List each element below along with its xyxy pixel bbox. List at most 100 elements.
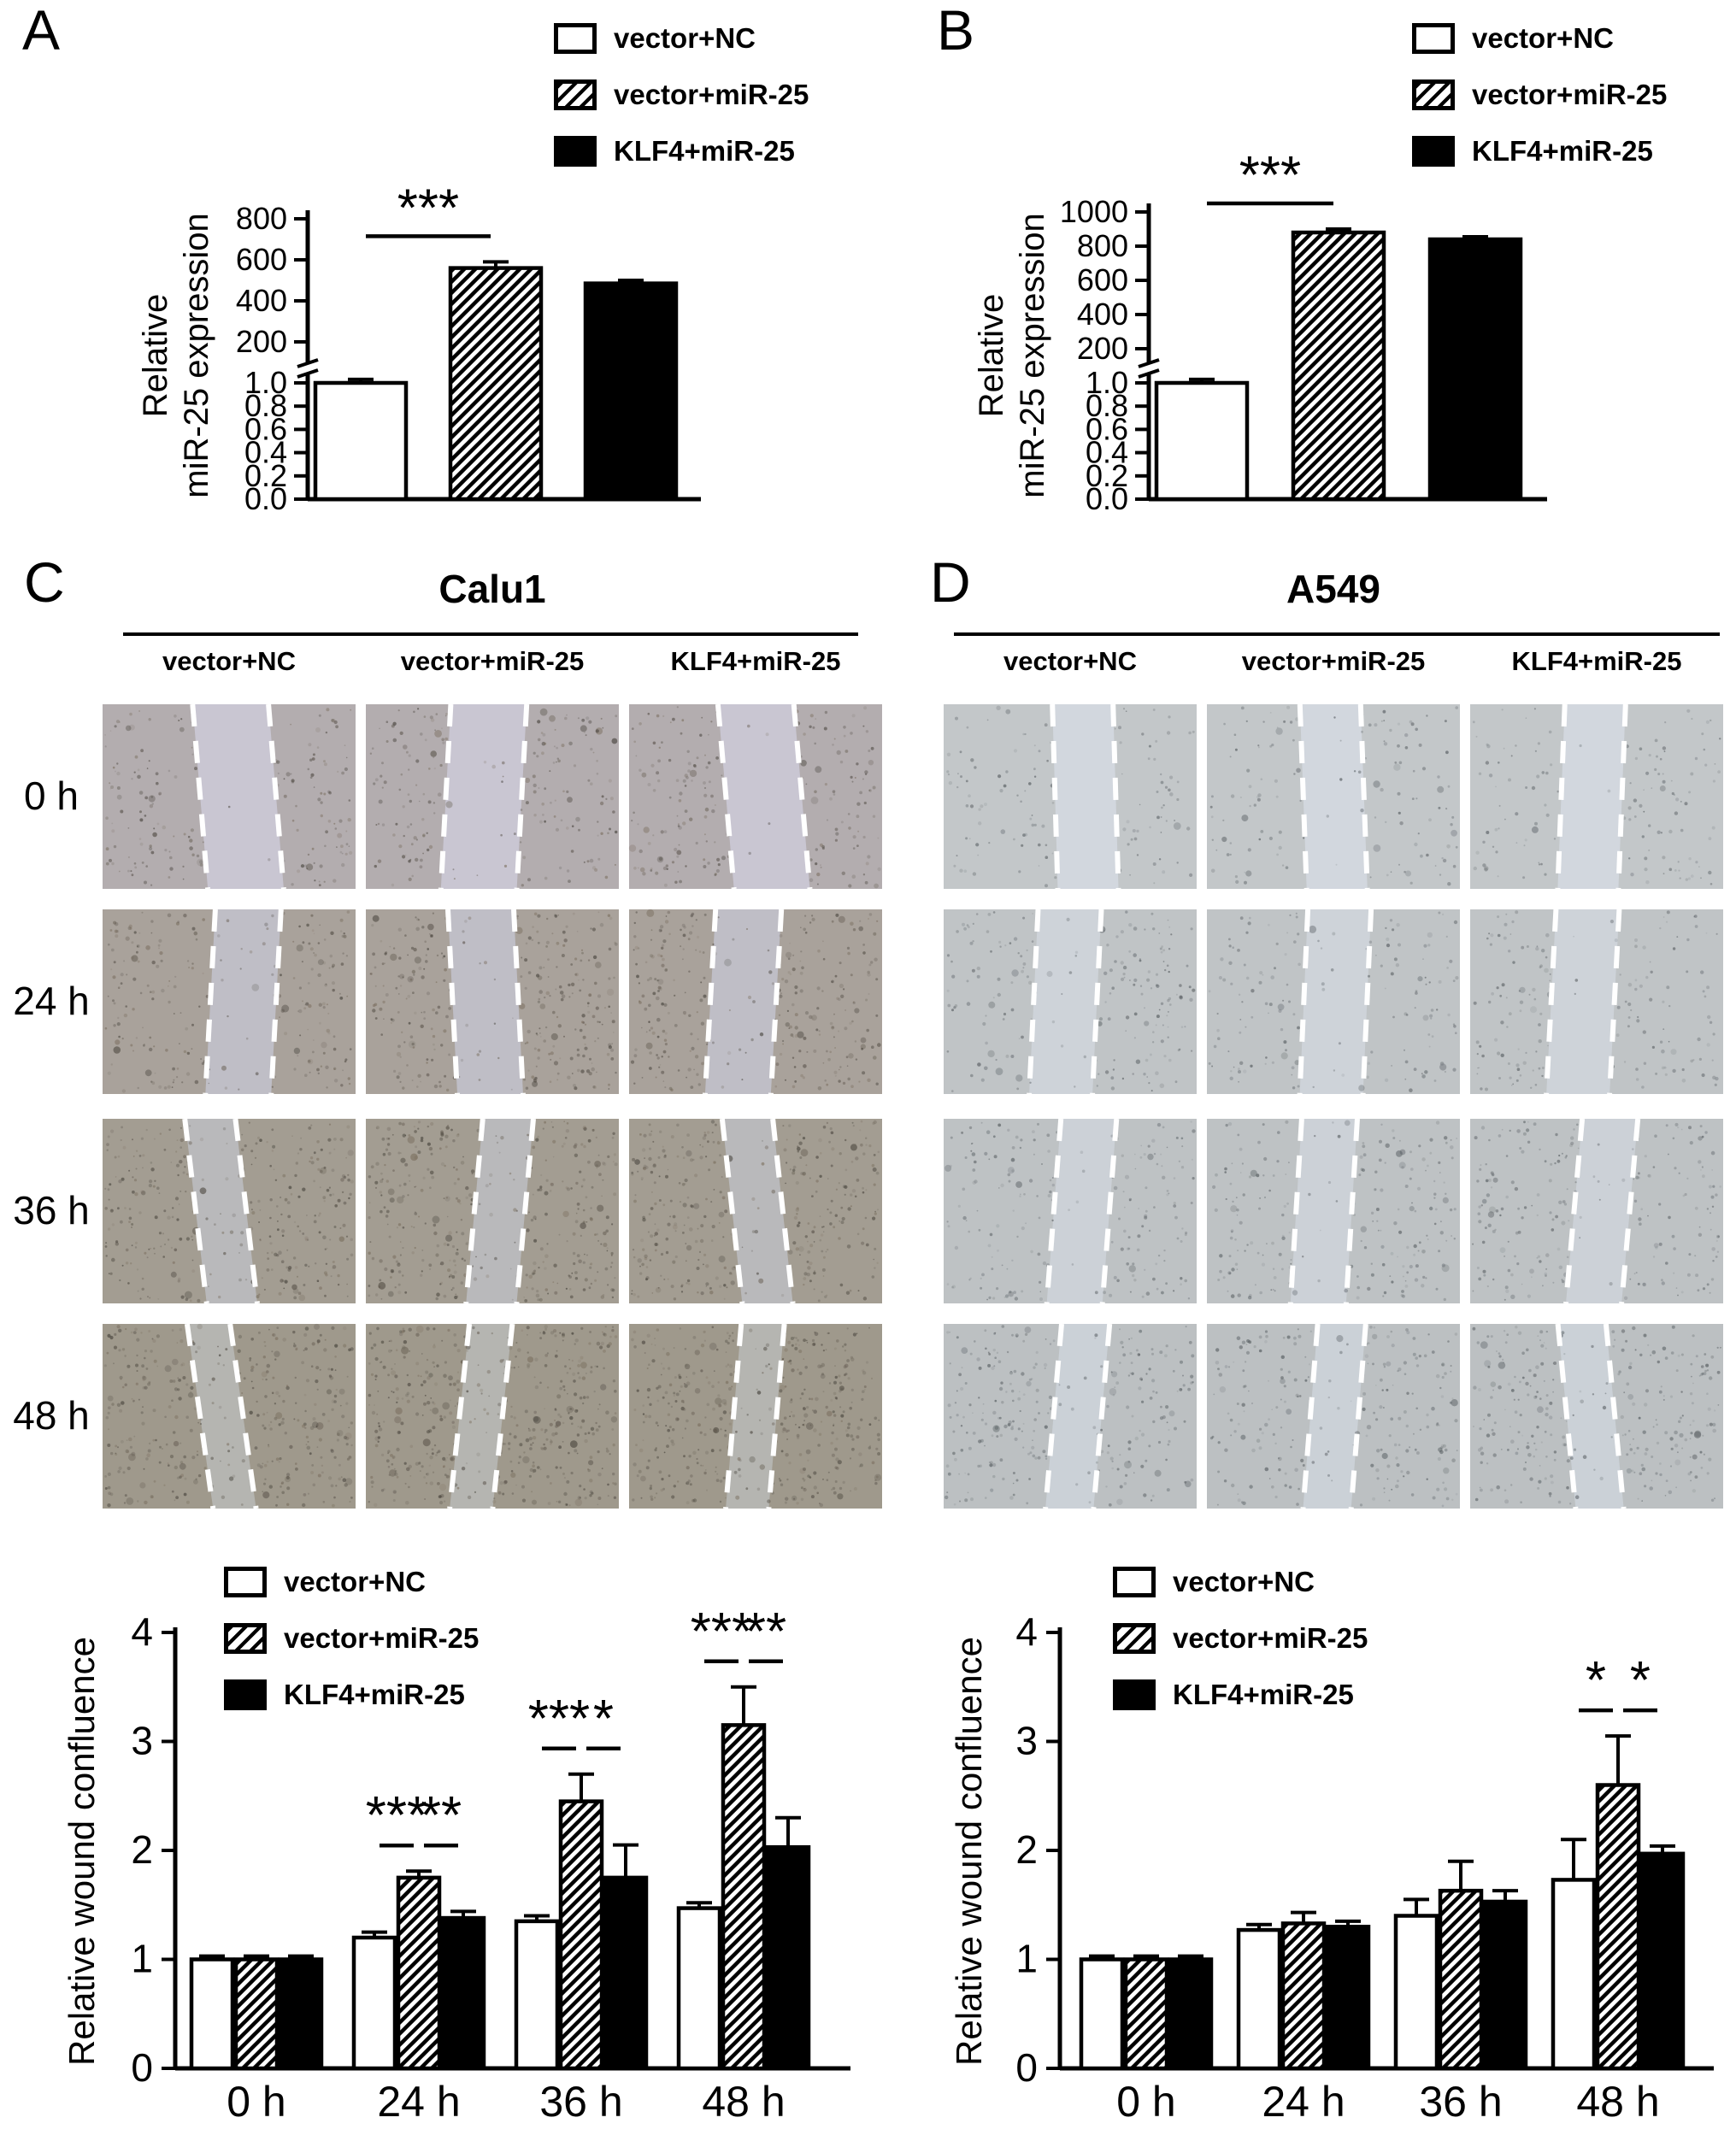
scratch-edge-dashed-line <box>1607 909 1622 1095</box>
y-tick-label: 0.0 <box>244 481 287 516</box>
chart-a-bar-0 <box>313 380 409 502</box>
wound-d-image-row3-col2 <box>1470 1323 1723 1509</box>
x-tick-label: 0 h <box>1116 2078 1176 2126</box>
scratch-edge-dashed-line <box>266 703 286 890</box>
scratch-edge-dashed-line <box>1287 1118 1304 1304</box>
y-tick-label: 800 <box>236 201 287 236</box>
chart-c-y-axis-label: Relative wound confluence <box>62 1637 102 2066</box>
scratch-edge-dashed-line <box>1099 1118 1120 1304</box>
wound-c-title: Calu1 <box>438 567 546 611</box>
scratch-edge-dashed-line <box>514 703 530 890</box>
legend-chart-c: vector+NC vector+miR-25 KLF4+miR-25 <box>224 1566 479 1711</box>
legend-item-white: vector+NC <box>224 1566 479 1598</box>
legend-item-black: KLF4+miR-25 <box>224 1679 479 1711</box>
white-swatch-icon <box>1412 23 1455 54</box>
y-tick-label: 4 <box>1015 1609 1038 1654</box>
panel-label-a: A <box>22 0 61 62</box>
axis-break-mark <box>1138 358 1160 368</box>
y-tick-label: 800 <box>1077 228 1128 263</box>
scratch-edge-dashed-line <box>1619 1118 1641 1304</box>
chart-c_wound-bar-g1-s0 <box>351 1935 397 2071</box>
scratch-edge-dashed-line <box>447 1323 473 1509</box>
scratch-edge-dashed-line <box>1297 703 1309 890</box>
chart-b-y-axis-label: Relative miR-25 expression <box>971 99 1053 612</box>
wound-c-image-row2-col1 <box>366 1118 619 1304</box>
scratch-edge-dashed-line <box>1555 703 1568 890</box>
y-tick-label: 2 <box>1015 1827 1038 1872</box>
chart-a-bar-2 <box>583 281 679 502</box>
legend-item-black: KLF4+miR-25 <box>554 135 809 168</box>
black-swatch-icon <box>1412 136 1455 167</box>
black-swatch-icon <box>554 136 597 167</box>
wound-c-image-row1-col0 <box>103 909 356 1095</box>
chart-d-y-axis-label: Relative wound confluence <box>949 1637 989 2066</box>
panel-label-d: D <box>930 550 971 614</box>
scratch-edge-dashed-line <box>1090 909 1104 1095</box>
wound-c-image-row3-col1 <box>366 1323 619 1509</box>
axis-break-mark <box>297 368 319 379</box>
y-tick-label: 1 <box>131 1937 153 1981</box>
panel-label-c: C <box>24 550 65 614</box>
legend-item-label: KLF4+miR-25 <box>1173 1679 1354 1710</box>
legend-item-label: vector+miR-25 <box>1472 79 1668 110</box>
axis-break-mark <box>1138 368 1160 379</box>
scratch-edge-dashed-line <box>182 1118 209 1304</box>
panel-label-b: B <box>937 0 975 62</box>
scratch-edge-dashed-line <box>490 1323 515 1509</box>
legend-chart-d: vector+NC vector+miR-25 KLF4+miR-25 <box>1113 1566 1368 1711</box>
scratch-edge-dashed-line <box>514 1118 536 1304</box>
chart-a-ylabel-line2: miR-25 expression <box>178 213 215 498</box>
hatched-swatch-icon <box>554 79 597 110</box>
significance-asterisks: *** <box>397 179 459 238</box>
chart-d_wound-bar-g3-s2 <box>1639 1851 1686 2071</box>
significance-asterisks: * <box>1586 1651 1606 1710</box>
chart-a-ylabel-line1: Relative <box>137 293 174 418</box>
y-tick-label: 0.2 <box>244 458 287 493</box>
legend-item-label: vector+NC <box>284 1566 426 1597</box>
wound-d-image-row0-col1 <box>1207 703 1460 890</box>
legend-item-label: vector+NC <box>1472 22 1614 54</box>
scratch-edge-dashed-line <box>1544 909 1559 1095</box>
scratch-edge-dashed-line <box>190 703 211 890</box>
wound-time-label-2: 36 h <box>13 1188 90 1232</box>
chart-c_wound-bar-g2-s1 <box>558 1799 604 2071</box>
chart-c_wound-bar-g1-s1 <box>396 1875 442 2071</box>
chart-d-wound: 0 1 2 3 4 0 h 24 h 36 h 48 h * * <box>1015 1609 1714 2126</box>
legend-item-label: vector+miR-25 <box>614 79 809 110</box>
scratch-edge-dashed-line <box>1050 703 1061 890</box>
significance-asterisks: ** <box>745 1603 786 1662</box>
wound-d-image-row1-col1 <box>1207 909 1460 1095</box>
x-tick-label: 48 h <box>702 2078 785 2126</box>
scratch-edge-dashed-line <box>445 909 460 1095</box>
scratch-edge-dashed-line <box>232 1118 260 1304</box>
y-tick-label: 200 <box>1077 331 1128 366</box>
wound-c-image-row1-col1 <box>366 909 619 1095</box>
chart-d_wound-bar-g0-s0 <box>1079 1957 1125 2071</box>
chart-c_wound-bar-g2-s2 <box>603 1875 649 2071</box>
scratch-edge-dashed-line <box>511 909 526 1095</box>
chart-d_wound-bar-g2-s2 <box>1482 1899 1528 2071</box>
y-tick-label: 0.6 <box>244 411 287 446</box>
scratch-edge-dashed-line <box>702 909 719 1095</box>
scratch-edge-dashed-line <box>1360 909 1374 1095</box>
wound-c-image-row2-col0 <box>103 1118 356 1304</box>
wound-d-title-underline <box>954 632 1720 636</box>
wound-c-column-header-0: vector+NC <box>162 646 296 676</box>
wound-d-image-row3-col0 <box>944 1323 1197 1509</box>
chart-d_wound-bar-g2-s0 <box>1393 1914 1439 2071</box>
scratch-edge-dashed-line <box>766 1323 787 1509</box>
scratch-edge-dashed-line <box>203 909 218 1095</box>
wound-d-image-row1-col2 <box>1470 909 1723 1095</box>
chart-c_wound-bar-g0-s1 <box>233 1957 280 2071</box>
scratch-edge-dashed-line <box>463 1118 485 1304</box>
y-tick-label: 0 <box>1015 2045 1038 2090</box>
significance-asterisks: *** <box>366 1786 427 1845</box>
wound-c-title-underline <box>123 632 858 636</box>
legend-item-label: vector+NC <box>1173 1566 1315 1597</box>
legend-panel-b: vector+NC vector+miR-25 KLF4+miR-25 <box>1412 22 1667 168</box>
scratch-edge-dashed-line <box>1343 1118 1360 1304</box>
y-tick-label: 400 <box>1077 297 1128 332</box>
chart-b-bar-0 <box>1154 380 1250 502</box>
chart-c_wound-bar-g1-s2 <box>440 1915 486 2071</box>
